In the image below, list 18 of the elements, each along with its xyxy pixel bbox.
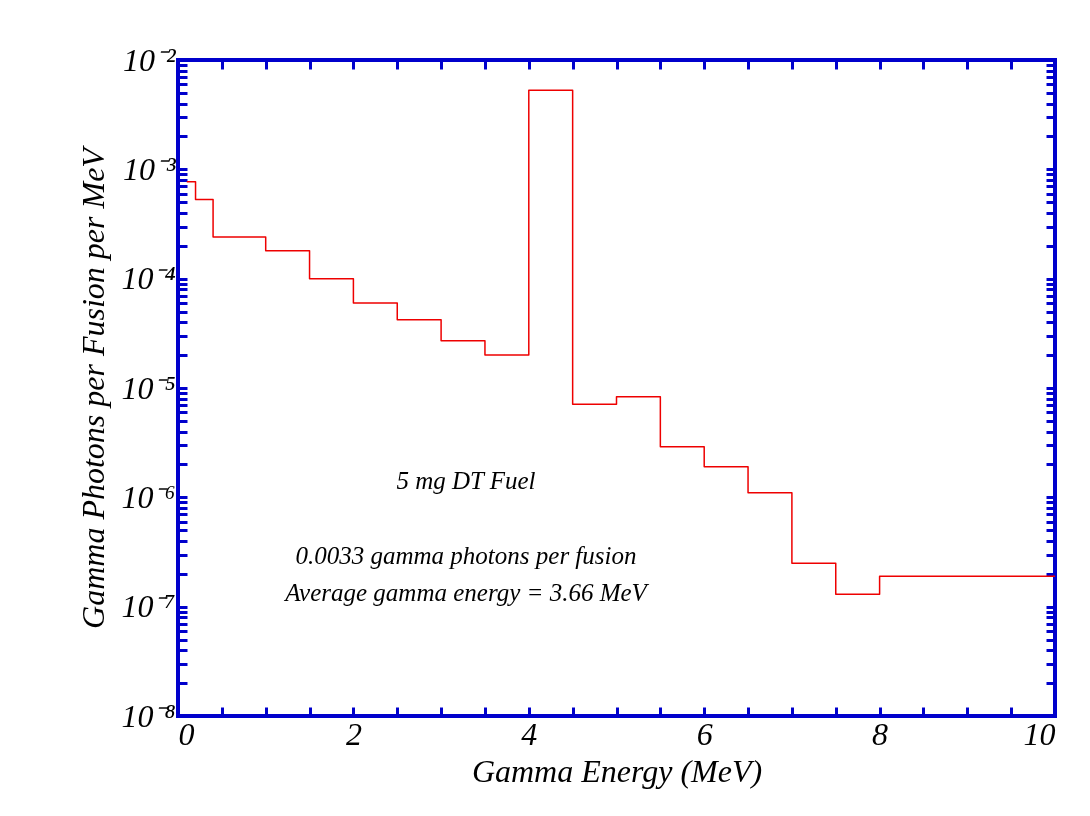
x-tick-label: 0: [178, 715, 195, 752]
y-tick-label: 10⁻⁸: [121, 697, 176, 734]
y-axis-title: Gamma Photons per Fusion per MeV: [75, 144, 112, 629]
x-tick-label: 8: [872, 715, 889, 752]
x-tick-label: 4: [521, 715, 538, 752]
x-tick-label: 10: [1023, 715, 1056, 752]
x-axis-title: Gamma Energy (MeV): [471, 752, 763, 789]
y-tick-label: 10⁻⁵: [121, 369, 176, 406]
y-tick-label: 10⁻⁶: [121, 478, 176, 515]
annotation: Average gamma energy = 3.66 MeV: [283, 579, 650, 606]
y-tick-label: 10⁻⁷: [121, 588, 176, 625]
y-tick-label: 10⁻³: [122, 150, 176, 187]
x-tick-label: 6: [696, 715, 713, 752]
annotation: 0.0033 gamma photons per fusion: [295, 542, 637, 569]
x-tick-label: 2: [345, 715, 362, 752]
y-tick-label: 10⁻²: [122, 41, 177, 78]
annotation: 5 mg DT Fuel: [396, 467, 536, 494]
y-tick-label: 10⁻⁴: [121, 260, 176, 297]
